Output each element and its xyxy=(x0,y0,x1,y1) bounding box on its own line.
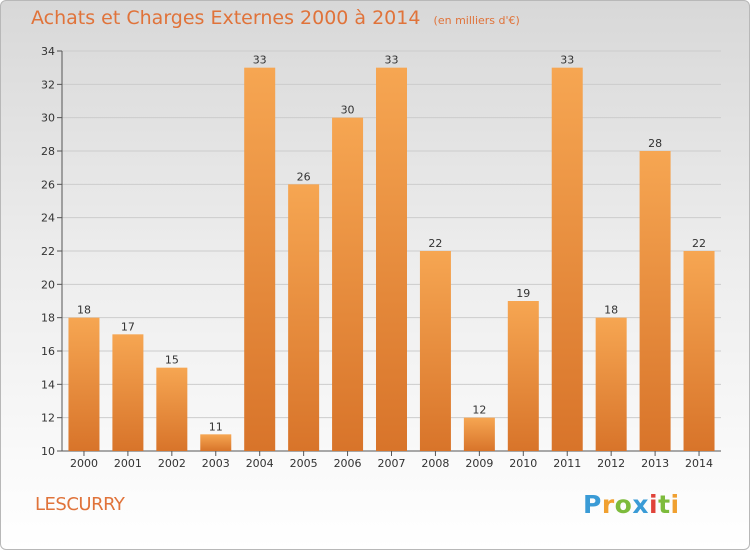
x-tick-label: 2008 xyxy=(421,457,449,470)
data-label: 22 xyxy=(428,237,442,250)
data-label: 18 xyxy=(604,304,618,317)
data-label: 11 xyxy=(209,420,223,433)
x-tick-label: 2000 xyxy=(70,457,98,470)
bar xyxy=(507,301,539,451)
y-tick-label: 12 xyxy=(41,412,55,425)
x-tick-label: 2002 xyxy=(158,457,186,470)
proxiti-logo-letter: i xyxy=(649,490,659,519)
chart-subtitle: (en milliers d'€) xyxy=(433,14,520,27)
y-tick-label: 10 xyxy=(41,445,55,458)
proxiti-logo-letter: x xyxy=(632,490,649,519)
x-tick-label: 2001 xyxy=(114,457,142,470)
proxiti-logo-letter: i xyxy=(670,490,680,519)
x-tick-label: 2010 xyxy=(509,457,537,470)
y-tick-label: 20 xyxy=(41,278,55,291)
title-row: Achats et Charges Externes 2000 à 2014 (… xyxy=(31,7,520,29)
bars xyxy=(68,67,715,452)
y-tick-label: 32 xyxy=(41,78,55,91)
x-tick-label: 2006 xyxy=(334,457,362,470)
data-label: 28 xyxy=(648,137,662,150)
y-tick-label: 34 xyxy=(41,45,55,58)
x-tick-label: 2004 xyxy=(246,457,274,470)
bar xyxy=(332,117,364,452)
bar xyxy=(551,67,583,452)
bar xyxy=(419,251,451,451)
bar xyxy=(639,151,671,451)
y-tick-label: 18 xyxy=(41,312,55,325)
y-tick-label: 16 xyxy=(41,345,55,358)
bar xyxy=(595,317,627,451)
y-tick-label: 24 xyxy=(41,212,55,225)
x-tick-label: 2013 xyxy=(641,457,669,470)
y-tick-label: 30 xyxy=(41,112,55,125)
data-label: 22 xyxy=(692,237,706,250)
chart-title: Achats et Charges Externes 2000 à 2014 xyxy=(31,7,421,29)
data-label: 33 xyxy=(253,54,267,67)
bar xyxy=(244,67,276,452)
bar xyxy=(376,67,407,452)
bar xyxy=(112,334,144,451)
proxiti-logo-letter: P xyxy=(583,490,602,519)
proxiti-logo-letter: t xyxy=(658,490,671,519)
x-tick-label: 2009 xyxy=(465,457,493,470)
x-tick-label: 2005 xyxy=(290,457,318,470)
commune-name: LESCURRY xyxy=(35,494,125,515)
labels: 10 12 14 16 18 20 22 24 26 28 30 32 34 18 2000 17 2001 15… xyxy=(41,45,713,470)
bar xyxy=(463,417,495,451)
proxiti-logo-letter: o xyxy=(614,490,633,519)
x-tick-label: 2011 xyxy=(553,457,581,470)
data-label: 17 xyxy=(121,320,135,333)
bar xyxy=(288,184,320,452)
y-tick-label: 26 xyxy=(41,178,55,191)
x-tick-label: 2003 xyxy=(202,457,230,470)
data-label: 33 xyxy=(560,54,574,67)
bar xyxy=(156,367,188,451)
y-tick-label: 14 xyxy=(41,378,55,391)
x-tick-label: 2014 xyxy=(685,457,713,470)
data-label: 19 xyxy=(516,287,530,300)
data-label: 26 xyxy=(297,170,311,183)
data-label: 18 xyxy=(77,304,91,317)
x-tick-label: 2007 xyxy=(378,457,406,470)
data-label: 30 xyxy=(341,104,355,117)
bar xyxy=(68,317,100,451)
bar xyxy=(200,434,232,451)
proxiti-logo-letter: r xyxy=(601,490,615,519)
data-label: 12 xyxy=(472,404,486,417)
proxiti-logo[interactable]: Proxiti xyxy=(583,490,680,519)
y-tick-label: 28 xyxy=(41,145,55,158)
y-tick-label: 22 xyxy=(41,245,55,258)
data-label: 33 xyxy=(385,54,399,67)
bar xyxy=(683,251,715,451)
x-tick-label: 2012 xyxy=(597,457,625,470)
data-label: 15 xyxy=(165,354,179,367)
